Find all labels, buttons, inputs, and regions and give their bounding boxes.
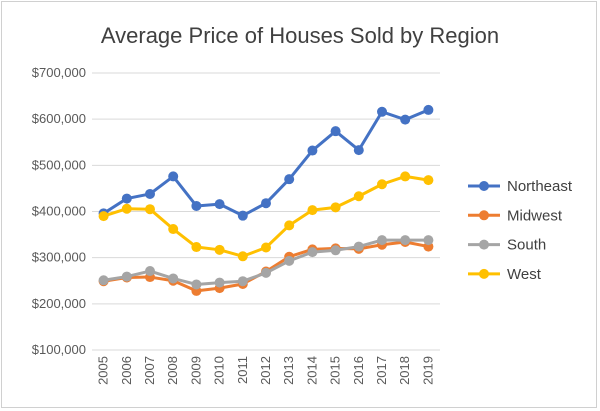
x-tick-label: 2009 — [188, 356, 203, 385]
legend-marker — [479, 210, 489, 221]
y-tick-label: $600,000 — [32, 111, 86, 126]
data-point — [121, 193, 132, 204]
data-point — [284, 255, 295, 266]
y-tick-label: $400,000 — [32, 204, 86, 219]
data-point — [330, 126, 341, 137]
data-point — [145, 266, 155, 277]
grid-layer — [92, 72, 440, 351]
legend-label: Northeast — [507, 178, 573, 195]
x-tick-label: 2019 — [420, 356, 435, 385]
data-point — [214, 277, 225, 288]
data-point — [214, 199, 225, 210]
data-point — [98, 211, 109, 222]
data-point — [145, 204, 155, 215]
legend-item: South — [468, 237, 546, 254]
data-point — [191, 279, 202, 290]
data-point — [145, 188, 155, 199]
x-tick-label: 2010 — [212, 356, 227, 385]
x-tick-label: 2017 — [374, 356, 389, 385]
x-tick-label: 2012 — [258, 356, 273, 385]
y-tick-label: $700,000 — [32, 65, 86, 80]
x-tick-label: 2014 — [304, 356, 319, 385]
legend-label: South — [507, 237, 546, 254]
data-point — [237, 210, 248, 221]
x-tick-label: 2008 — [165, 356, 180, 385]
data-point — [307, 145, 318, 156]
legend-item: Northeast — [468, 178, 573, 195]
data-point — [353, 191, 364, 202]
data-point — [307, 247, 318, 258]
x-tick-label: 2006 — [119, 356, 134, 385]
data-point — [261, 267, 271, 278]
data-point — [400, 171, 411, 182]
data-point — [284, 220, 295, 231]
data-point — [423, 175, 434, 186]
data-point — [284, 174, 295, 185]
series-west — [98, 171, 434, 262]
y-tick-label: $100,000 — [32, 342, 86, 357]
data-point — [261, 198, 271, 209]
data-point — [214, 244, 225, 255]
data-point — [377, 235, 387, 246]
series-south — [98, 235, 434, 290]
y-tick-labels: $100,000 $200,000 $300,000 $400,000 $500,000… — [32, 65, 86, 357]
legend-item: West — [468, 266, 542, 283]
data-point — [261, 242, 271, 253]
y-tick-label: $200,000 — [32, 296, 86, 311]
data-point — [168, 171, 179, 182]
data-point — [168, 224, 179, 235]
y-tick-label: $300,000 — [32, 250, 86, 265]
x-tick-label: 2005 — [96, 356, 111, 385]
x-tick-label: 2016 — [351, 356, 366, 385]
legend-marker — [479, 268, 489, 279]
legend-label: Midwest — [507, 207, 563, 224]
data-point — [400, 235, 411, 246]
data-point — [237, 251, 248, 262]
y-tick-label: $500,000 — [32, 157, 86, 172]
data-point — [98, 275, 109, 286]
data-point — [353, 241, 364, 252]
data-point — [121, 203, 132, 214]
data-point — [353, 145, 364, 156]
series-northeast — [98, 104, 434, 221]
x-tick-label: 2011 — [235, 356, 250, 384]
data-point — [423, 235, 434, 246]
legend: Northeast Midwest South West — [468, 178, 573, 283]
data-point — [237, 276, 248, 287]
legend-marker — [479, 181, 489, 191]
data-point — [330, 245, 341, 256]
data-point — [377, 106, 387, 117]
data-point — [191, 242, 202, 253]
x-tick-label: 2013 — [281, 356, 296, 385]
series-layer — [98, 104, 434, 296]
data-point — [423, 104, 434, 115]
data-point — [377, 179, 387, 190]
data-point — [307, 205, 318, 216]
x-tick-labels: 2005 2006 2007 2008 2009 2010 2011 2012 2013 2014… — [96, 356, 436, 385]
legend-marker — [479, 239, 489, 250]
data-point — [168, 273, 179, 284]
chart-title: Average Price of Houses Sold by Region — [101, 23, 499, 48]
x-tick-label: 2015 — [328, 356, 343, 385]
data-point — [400, 114, 411, 125]
x-tick-label: 2007 — [142, 356, 157, 385]
legend-label: West — [507, 266, 542, 283]
data-point — [330, 202, 341, 213]
data-point — [121, 271, 132, 282]
x-tick-label: 2018 — [397, 356, 412, 385]
data-point — [191, 200, 202, 211]
legend-item: Midwest — [468, 207, 563, 224]
